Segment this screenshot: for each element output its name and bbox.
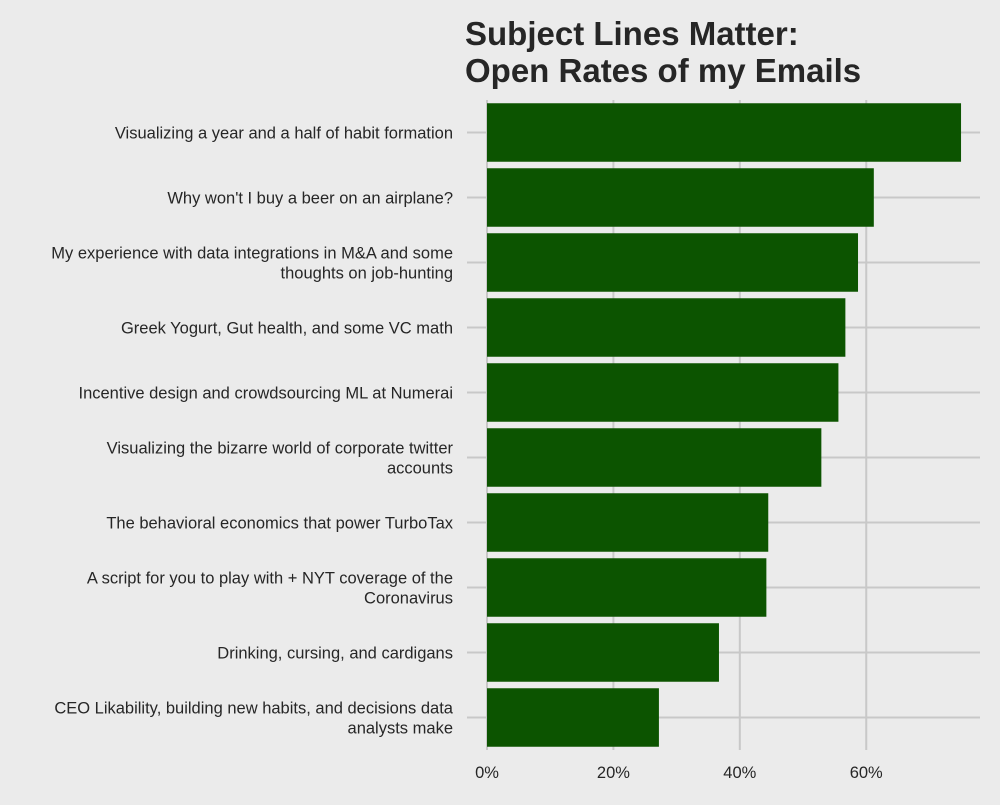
category-label-line: My experience with data integrations in … (51, 245, 453, 263)
x-axis-tick-labels: 0% 20% 40% 60% (475, 764, 883, 782)
category-label-line: Drinking, cursing, and cardigans (217, 645, 453, 663)
category-label: Why won't I buy a beer on an airplane? (167, 190, 453, 208)
bars (487, 103, 962, 747)
category-label: Visualizing a year and a half of habit f… (115, 125, 453, 143)
category-label-line: Coronavirus (364, 590, 453, 608)
category-label-line: accounts (387, 460, 453, 478)
category-label-line: Greek Yogurt, Gut health, and some VC ma… (121, 320, 453, 338)
category-label: CEO Likability, building new habits, and… (54, 700, 453, 738)
bar (487, 688, 659, 747)
category-label-line: Incentive design and crowdsourcing ML at… (79, 385, 454, 403)
bar (487, 363, 839, 422)
category-label-line: The behavioral economics that power Turb… (106, 515, 453, 533)
bar (487, 623, 719, 682)
category-label-line: Visualizing a year and a half of habit f… (115, 125, 453, 143)
x-tick-label: 20% (597, 764, 630, 782)
bar (487, 233, 859, 292)
bar (487, 428, 822, 487)
category-label: Greek Yogurt, Gut health, and some VC ma… (121, 320, 453, 338)
category-label: My experience with data integrations in … (51, 245, 453, 283)
category-label: Incentive design and crowdsourcing ML at… (79, 385, 454, 403)
category-label-line: CEO Likability, building new habits, and… (54, 700, 453, 718)
category-label: A script for you to play with + NYT cove… (87, 570, 453, 608)
category-label-line: analysts make (348, 720, 453, 738)
bar (487, 493, 769, 552)
category-labels: Visualizing a year and a half of habit f… (51, 125, 454, 738)
category-label-line: Why won't I buy a beer on an airplane? (167, 190, 453, 208)
category-label-line: Visualizing the bizarre world of corpora… (107, 440, 454, 458)
bar (487, 103, 962, 162)
x-tick-label: 0% (475, 764, 499, 782)
category-label: Drinking, cursing, and cardigans (217, 645, 453, 663)
chart-title: Subject Lines Matter: Open Rates of my E… (465, 15, 861, 89)
category-label: Visualizing the bizarre world of corpora… (107, 440, 454, 478)
category-label-line: A script for you to play with + NYT cove… (87, 570, 453, 588)
bar (487, 558, 767, 617)
bar (487, 298, 846, 357)
x-tick-label: 40% (723, 764, 756, 782)
category-label: The behavioral economics that power Turb… (106, 515, 453, 533)
chart-title-line-1: Subject Lines Matter: (465, 15, 799, 52)
x-tick-label: 60% (850, 764, 883, 782)
chart-title-line-2: Open Rates of my Emails (465, 52, 861, 89)
bar (487, 168, 874, 227)
category-label-line: thoughts on job-hunting (281, 265, 453, 283)
